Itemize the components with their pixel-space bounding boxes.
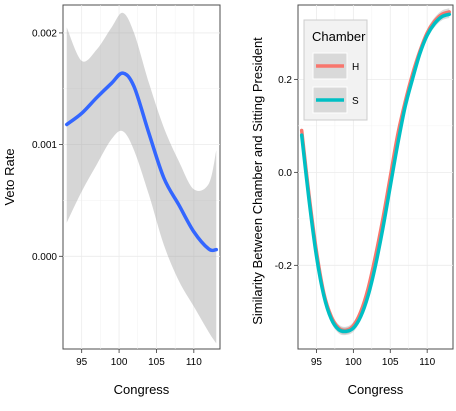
y-axis-title-2: Similarity Between Chamber and Sitting P… xyxy=(250,37,265,325)
veto-rate-trend-line xyxy=(64,71,219,253)
x-tick-label: 100 xyxy=(345,357,362,368)
x-tick-label: 105 xyxy=(382,357,399,368)
confidence-band xyxy=(66,12,217,344)
legend-label-s: S xyxy=(352,96,359,107)
series-line-s xyxy=(299,12,452,334)
x-tick-label: 95 xyxy=(76,357,88,368)
gridlines-1 xyxy=(63,5,220,349)
x-tick-label: 95 xyxy=(311,357,323,368)
series-lines-2 xyxy=(299,10,452,334)
legend-items: HS xyxy=(312,52,359,114)
veto-rate-panel: 0.000 0.001 0.002 95 100 105 110 Congress Vet… xyxy=(2,4,221,397)
y-tick-label: 0.002 xyxy=(32,28,57,39)
y-tick-label: 0.0 xyxy=(278,168,292,179)
x-tick-label: 100 xyxy=(111,357,128,368)
x-axis-title-1: Congress xyxy=(114,382,170,397)
y-tick-label: -0.2 xyxy=(275,261,293,272)
y-axis-title-1: Veto Rate xyxy=(2,148,17,205)
legend-title: Chamber xyxy=(312,29,366,44)
x-tick-label: 110 xyxy=(419,357,435,368)
x-axis-title-2: Congress xyxy=(348,382,404,397)
y-axis-ticks-1: 0.000 0.001 0.002 xyxy=(32,28,63,263)
y-tick-label: 0.2 xyxy=(278,75,292,86)
x-axis-ticks-1: 95 100 105 110 xyxy=(76,349,202,368)
x-axis-ticks-2: 95 100 105 110 xyxy=(311,349,436,368)
y-tick-label: 0.001 xyxy=(32,140,57,151)
x-tick-label: 105 xyxy=(148,357,165,368)
x-tick-label: 110 xyxy=(186,357,202,368)
y-axis-ticks-2: -0.2 0.0 0.2 xyxy=(275,75,298,272)
similarity-panel: -0.2 0.0 0.2 95 100 105 110 Congress Similari… xyxy=(250,4,454,397)
legend-label-h: H xyxy=(352,62,359,73)
legend: Chamber HS xyxy=(303,19,368,121)
y-tick-label: 0.000 xyxy=(32,252,57,263)
